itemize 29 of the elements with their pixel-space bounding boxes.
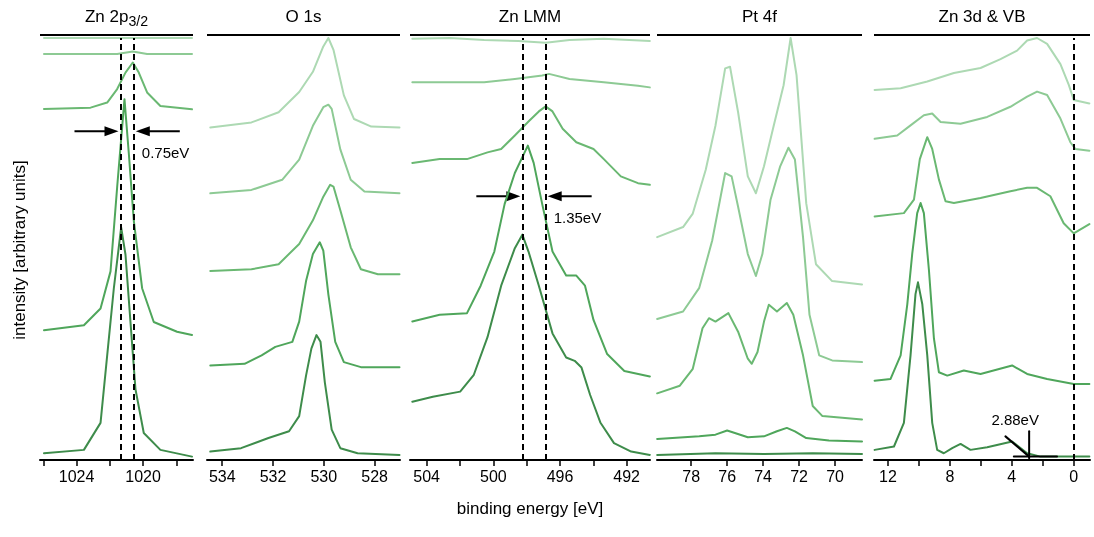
x-axis-title: binding energy [eV] (456, 499, 604, 518)
chart-title: Zn 2p$_{3/2}$ (40, 2, 193, 36)
x-tick-label: 528 (361, 467, 389, 485)
x-tick-label: 74 (754, 467, 773, 485)
annotation: 2.88eV (991, 410, 1039, 428)
x-tick-label: 0 (1069, 467, 1079, 485)
x-tick-label: 492 (613, 467, 641, 485)
x-tick-label: 504 (413, 467, 441, 485)
x-tick-label: 78 (682, 467, 701, 485)
x-tick-label: 4 (1007, 467, 1017, 485)
x-tick-label: 530 (310, 467, 338, 485)
x-tick-label: 8 (945, 467, 955, 485)
annotation: 1.35eV (553, 209, 602, 227)
x-tick-label: 500 (479, 467, 507, 485)
x-tick-label: 70 (826, 467, 845, 485)
x-tick-label: 532 (259, 467, 287, 485)
annotation: 0.75eV (141, 144, 190, 162)
chart-title: Pt 4f (657, 2, 862, 36)
chart-title: Zn LMM (410, 2, 650, 36)
x-tick-label: 12 (879, 467, 897, 485)
x-tick-label: 496 (546, 467, 574, 485)
x-tick-label: 76 (718, 467, 737, 485)
chart-title: Zn 3d & VB (874, 2, 1090, 36)
x-tick-label: 1020 (125, 467, 162, 485)
chart-title: O 1s (207, 2, 400, 36)
x-tick-label: 72 (790, 467, 809, 485)
x-tick-label: 1024 (58, 467, 95, 485)
x-tick-label: 534 (208, 467, 236, 485)
y-axis-title: intensity [arbitrary units] (9, 159, 30, 342)
